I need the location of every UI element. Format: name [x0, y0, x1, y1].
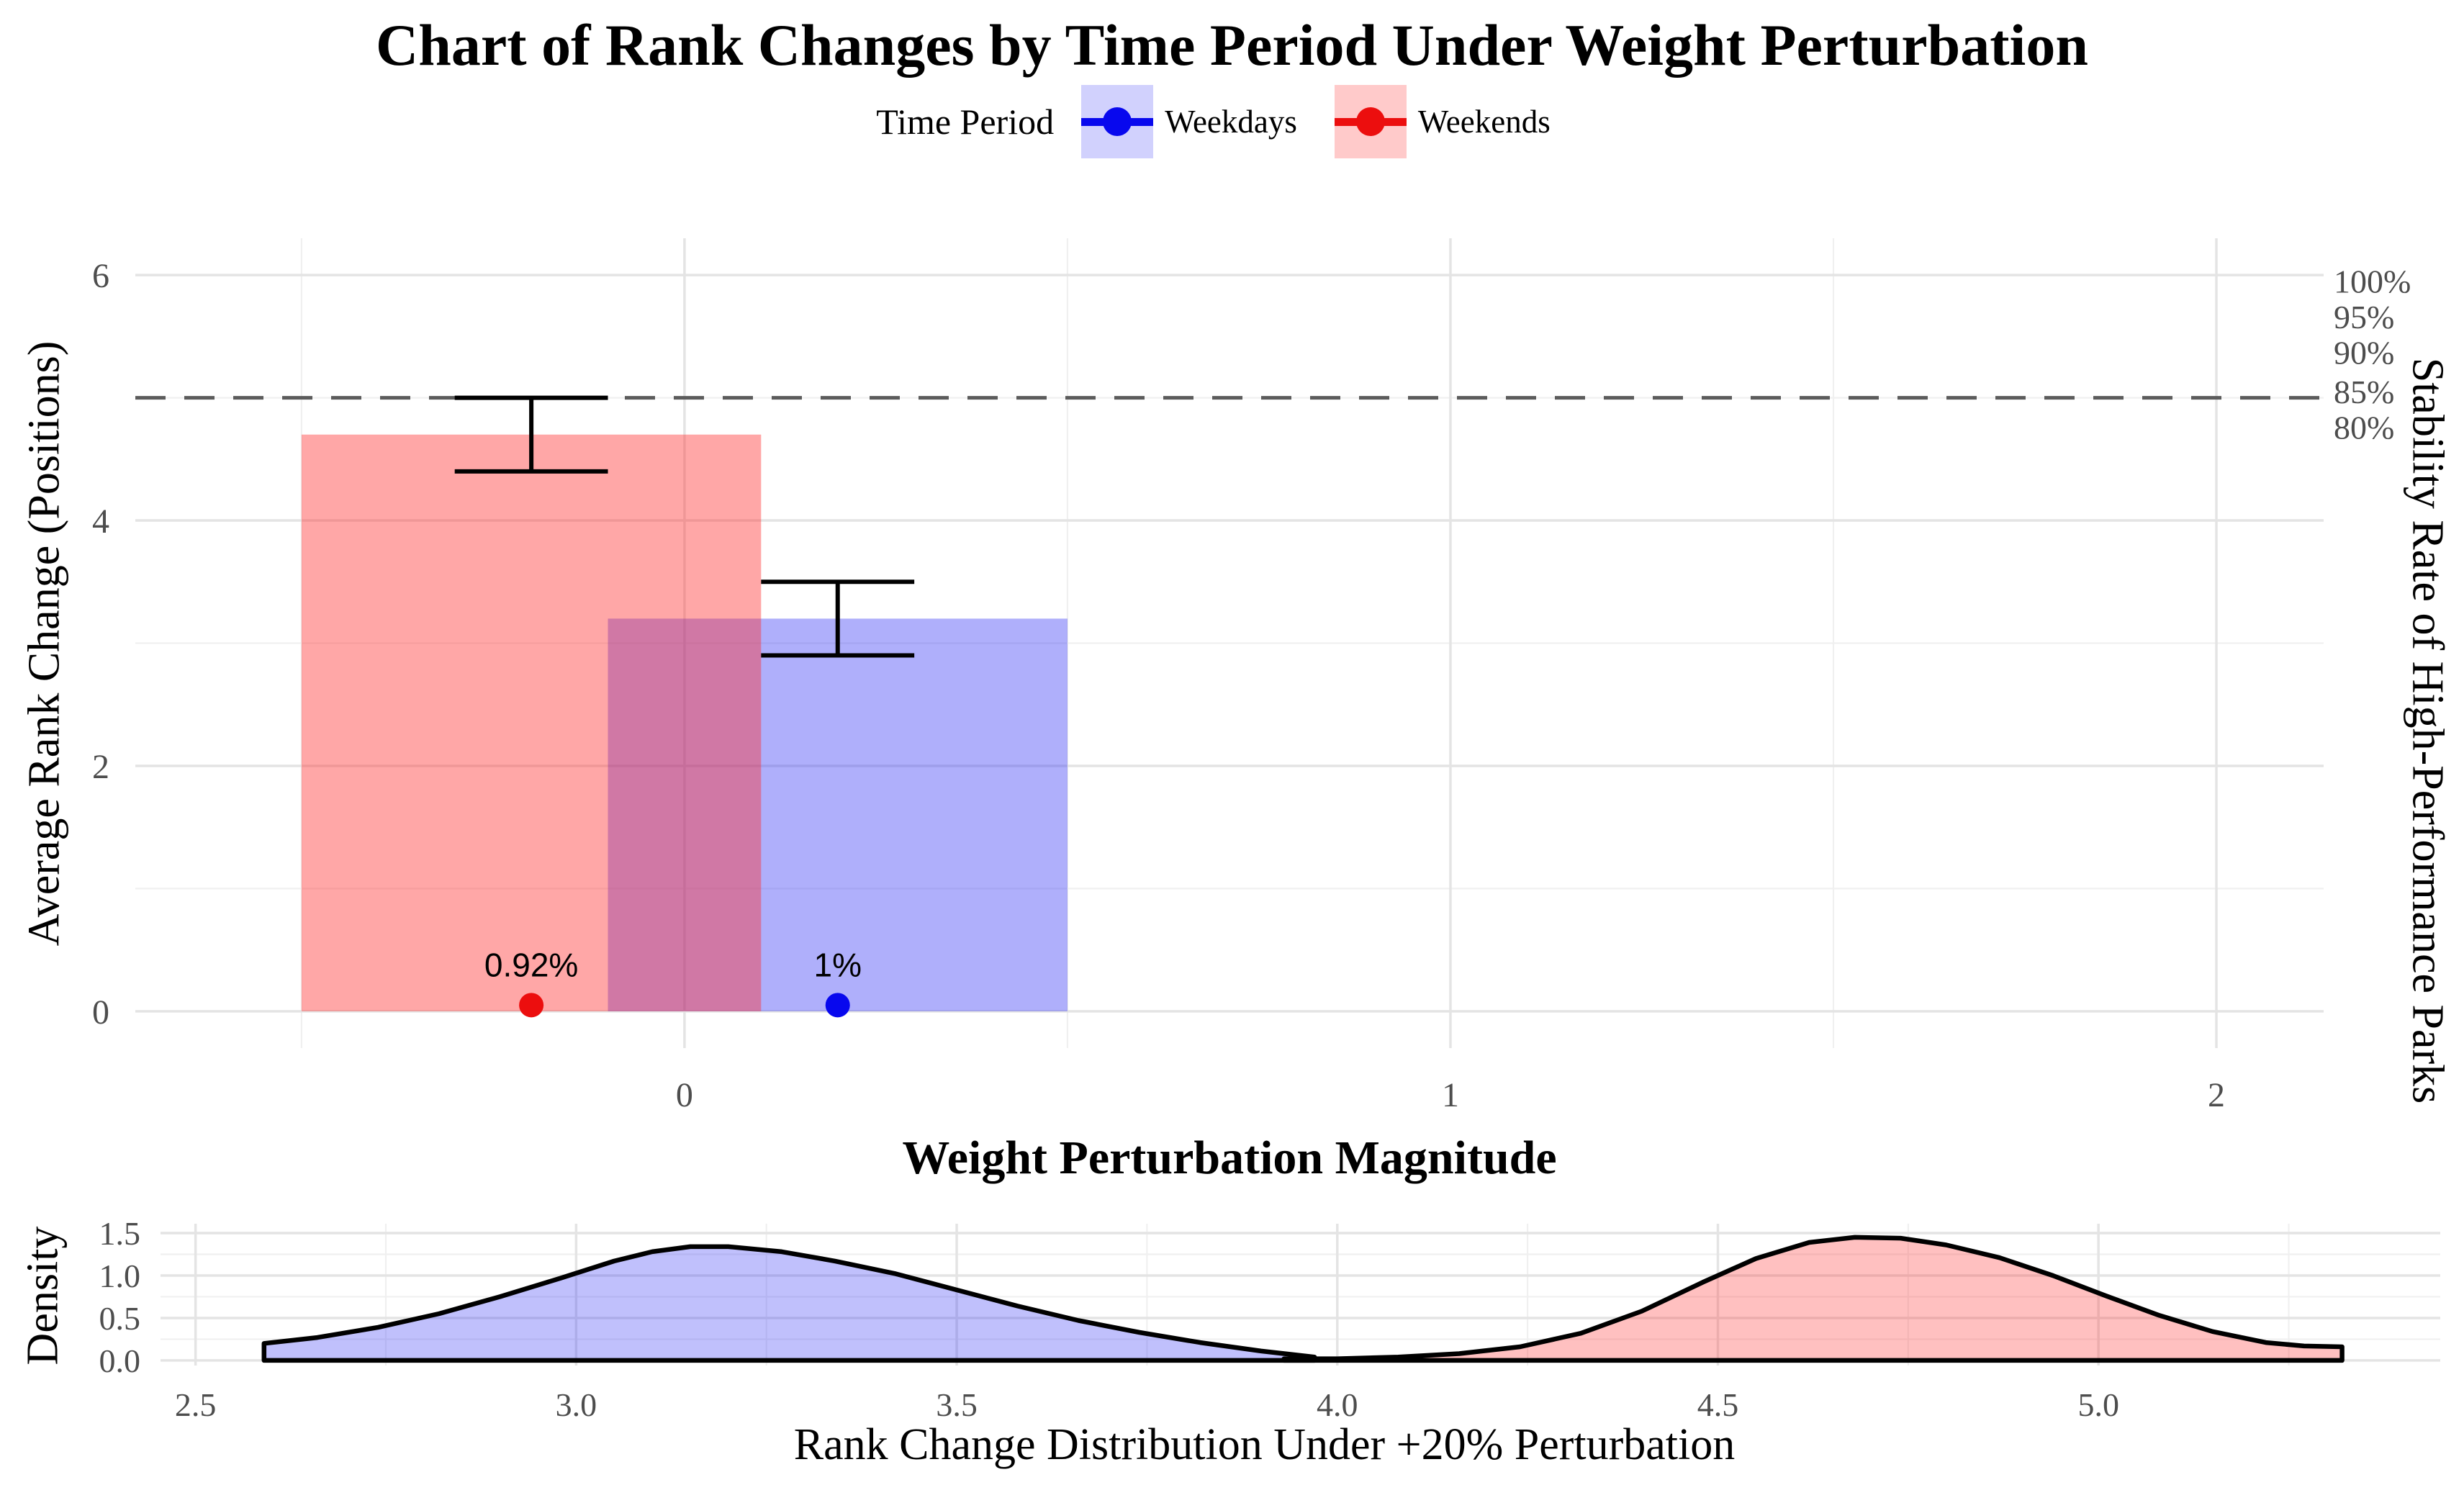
- stability-point-label: 1%: [813, 946, 861, 983]
- y-axis-tick-label: 2: [92, 748, 109, 786]
- density-curve-weekdays: [261, 1244, 1317, 1363]
- density-y-axis-title: Density: [18, 1226, 68, 1366]
- legend-items: Weekdays Weekends: [1081, 85, 1588, 158]
- legend-key-dot: [1103, 107, 1132, 136]
- density-x-axis-title: Rank Change Distribution Under +20% Pert…: [793, 1420, 1736, 1469]
- legend-title: Time Period: [876, 101, 1055, 142]
- legend-item-label: Weekdays: [1165, 104, 1297, 140]
- right-axis-tick-label: 90%: [2334, 335, 2394, 371]
- bar-weekends: [301, 434, 762, 1011]
- y-axis-tick-label: 6: [92, 257, 109, 295]
- y-axis-tick-label: 0: [92, 993, 109, 1032]
- main-chart-panel: 0.92% 1% 0 2 4 6 0 1 2 100%95%90%85%80%: [92, 238, 2411, 1114]
- stability-point-weekdays: [825, 993, 850, 1018]
- legend-key-icon: [1334, 85, 1407, 158]
- density-x-tick-label: 5.0: [2077, 1386, 2119, 1423]
- legend: Time Period Weekdays Weekends: [0, 85, 2464, 158]
- density-y-tick-label: 0.5: [99, 1300, 141, 1337]
- density-x-tick-label: 2.5: [175, 1386, 217, 1423]
- right-axis-tick-label: 80%: [2334, 410, 2394, 446]
- main-x-axis-title: Weight Perturbation Magnitude: [902, 1132, 1557, 1184]
- legend-key-dot: [1355, 107, 1385, 136]
- density-chart-panel: 0.0 0.5 1.0 1.5 2.5 3.0 3.5 4.0 4.5 5.0: [99, 1215, 2440, 1423]
- y-axis-tick-label: 4: [92, 502, 109, 541]
- stability-point-weekends: [519, 993, 544, 1018]
- bar-weekdays: [608, 618, 1068, 1011]
- x-axis-tick-label: 1: [1442, 1076, 1459, 1114]
- right-y-axis-title: Stability Rate of High-Performance Parks: [2403, 357, 2452, 1104]
- right-axis-tick-label: 95%: [2334, 299, 2394, 335]
- x-axis-tick-label: 2: [2208, 1076, 2225, 1114]
- legend-item-weekdays: Weekdays: [1081, 85, 1297, 158]
- density-curve-weekends: [1281, 1235, 2345, 1363]
- density-y-tick-label: 1.5: [99, 1215, 141, 1252]
- density-x-tick-label: 3.5: [936, 1386, 978, 1423]
- x-axis-tick-label: 0: [676, 1076, 693, 1114]
- legend-item-label: Weekends: [1417, 104, 1551, 140]
- legend-key-icon: [1081, 85, 1154, 158]
- right-axis-tick-label: 85%: [2334, 374, 2394, 410]
- left-y-axis-title: Average Rank Change (Positions): [19, 340, 69, 947]
- stability-point-label: 0.92%: [484, 946, 578, 983]
- density-y-tick-label: 0.0: [99, 1342, 141, 1379]
- density-x-tick-label: 4.5: [1697, 1386, 1739, 1423]
- density-x-tick-label: 3.0: [556, 1386, 597, 1423]
- chart-title: Chart of Rank Changes by Time Period Und…: [376, 12, 2088, 78]
- density-x-tick-label: 4.0: [1317, 1386, 1358, 1423]
- legend-item-weekends: Weekends: [1334, 85, 1551, 158]
- right-axis-tick-label: 100%: [2334, 263, 2411, 300]
- density-y-tick-label: 1.0: [99, 1258, 141, 1294]
